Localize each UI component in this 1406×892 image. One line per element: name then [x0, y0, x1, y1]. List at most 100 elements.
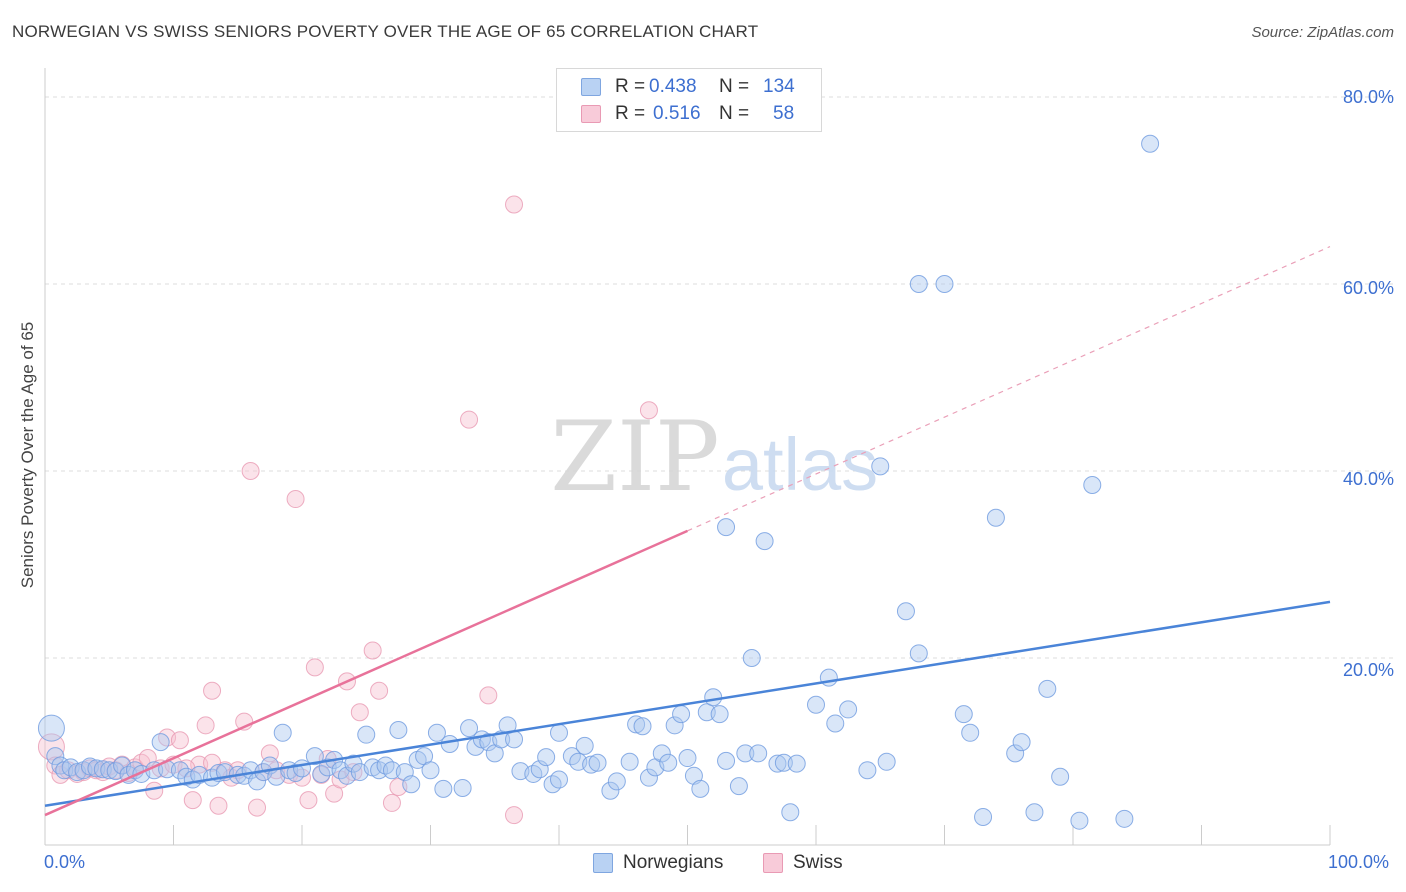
data-point: [196, 716, 215, 735]
watermark-zip: ZIP: [550, 401, 719, 513]
data-point: [729, 777, 748, 796]
data-point: [639, 401, 658, 420]
trend-line-swiss-extension: [687, 246, 1331, 532]
data-point: [807, 695, 825, 714]
data-point: [601, 781, 620, 800]
data-point: [402, 775, 421, 794]
grid-lines: [45, 96, 1395, 659]
n-label: N =: [719, 103, 750, 124]
r-value: 0.438: [649, 76, 697, 97]
data-point: [550, 723, 568, 742]
norwegians-swatch: [593, 853, 613, 873]
data-point: [241, 462, 260, 480]
data-point: [954, 705, 973, 724]
data-point: [505, 806, 524, 825]
data-point: [305, 658, 324, 677]
swiss-swatch: [581, 105, 601, 123]
series-legend: Norwegians Swiss: [0, 852, 1406, 878]
data-point: [755, 532, 774, 551]
data-point: [1115, 809, 1134, 828]
norwegians-swatch: [581, 78, 601, 96]
y-tick-60: 60.0%: [1342, 278, 1394, 298]
data-point: [826, 714, 845, 733]
data-point: [363, 641, 382, 660]
axes: [44, 68, 1331, 846]
data-point: [382, 793, 401, 812]
data-point: [678, 749, 697, 768]
data-point: [742, 649, 761, 667]
watermark: ZIP atlas: [550, 401, 878, 513]
data-point: [293, 759, 311, 778]
data-point: [543, 775, 562, 794]
data-point: [717, 518, 736, 537]
trend-line-norwegians: [44, 600, 1331, 807]
data-point: [453, 778, 472, 797]
legend-label-swiss: Swiss: [793, 852, 843, 873]
data-point: [505, 195, 524, 214]
r-value: 0.516: [653, 103, 701, 124]
watermark-atlas: atlas: [722, 423, 878, 506]
data-point: [1012, 733, 1031, 752]
data-point: [460, 719, 479, 738]
data-point: [440, 735, 459, 754]
data-point: [203, 681, 222, 700]
y-tick-80: 80.0%: [1342, 87, 1394, 107]
data-point: [787, 754, 806, 773]
data-point: [46, 747, 65, 766]
data-point: [575, 736, 594, 755]
x-tick-max: 100.0%: [1328, 852, 1390, 872]
legend-item-swiss[interactable]: Swiss: [763, 852, 843, 874]
data-point: [479, 686, 498, 705]
data-point: [286, 764, 305, 783]
data-point: [170, 731, 189, 750]
data-point: [1083, 476, 1102, 495]
data-point: [839, 700, 858, 719]
data-point: [524, 764, 543, 783]
data-point: [350, 703, 369, 722]
legend-item-norwegians[interactable]: Norwegians: [593, 852, 723, 874]
n-label: N =: [719, 76, 750, 97]
data-point: [935, 275, 954, 293]
data-point: [370, 761, 389, 780]
trend-lines: [44, 246, 1331, 817]
data-point: [704, 688, 723, 707]
data-point: [537, 748, 556, 767]
r-label: R =: [615, 103, 646, 124]
data-point: [286, 490, 305, 509]
data-point: [1141, 134, 1160, 153]
data-point: [986, 508, 1005, 527]
data-point: [1038, 679, 1057, 698]
trend-line-swiss: [44, 529, 689, 817]
data-point: [248, 798, 267, 817]
y-tick-20: 20.0%: [1342, 660, 1394, 680]
data-point: [684, 766, 703, 785]
data-point: [427, 723, 446, 742]
data-point: [633, 717, 652, 736]
data-point: [151, 733, 170, 752]
data-point: [1051, 767, 1070, 786]
chart-title: NORWEGIAN VS SWISS SENIORS POVERTY OVER …: [12, 22, 759, 41]
data-point: [209, 796, 228, 815]
data-point: [691, 779, 710, 798]
data-point: [145, 781, 164, 800]
data-point: [659, 753, 678, 772]
data-point: [620, 752, 639, 771]
data-point: [37, 733, 65, 761]
data-point: [203, 753, 222, 772]
data-point: [781, 803, 800, 822]
legend-row-swiss: R = 0.516 N = 58: [581, 103, 794, 125]
r-label: R =: [615, 76, 646, 97]
stats-legend: R = 0.438 N = 134 R = 0.516 N = 58: [556, 68, 822, 132]
data-point: [389, 720, 408, 739]
data-point: [273, 723, 292, 742]
data-point: [299, 791, 318, 810]
data-point: [550, 770, 568, 789]
data-point: [665, 716, 684, 735]
data-point: [607, 772, 626, 791]
data-point: [909, 644, 928, 663]
data-point: [672, 705, 691, 724]
data-point: [170, 761, 189, 780]
data-point: [1025, 803, 1044, 822]
data-point: [582, 755, 601, 774]
